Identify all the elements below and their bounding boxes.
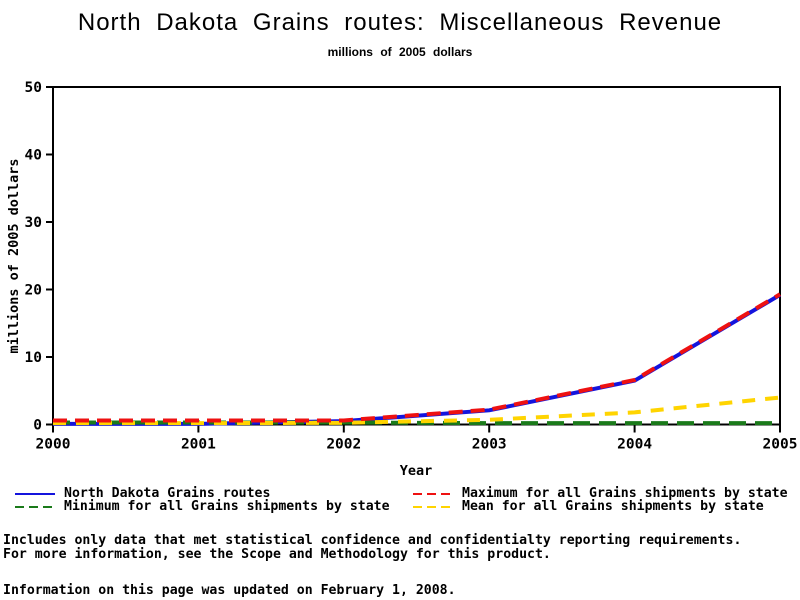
x-axis-label: Year [400, 463, 433, 479]
legend-label: North Dakota Grains routes [64, 486, 271, 501]
legend-label: Minimum for all Grains shipments by stat… [64, 499, 390, 514]
y-tick-label: 40 [25, 148, 42, 164]
footer-note-confidence: Includes only data that met statistical … [3, 533, 742, 548]
legend-item-maximum: Maximum for all Grains shipments by stat… [412, 487, 788, 500]
y-tick-label: 20 [25, 283, 42, 299]
chart-title: North Dakota Grains routes: Miscellaneou… [77, 9, 723, 36]
series-line-3 [53, 420, 780, 426]
series-line-2 [53, 292, 782, 423]
legend-item-nd-routes: North Dakota Grains routes [14, 487, 270, 500]
footer-updated-date: Information on this page was updated on … [3, 583, 456, 598]
legend-line-dashed-icon [413, 493, 453, 495]
y-tick-label: 10 [25, 350, 42, 366]
x-tick-label: 2004 [617, 437, 652, 453]
x-tick-label: 2002 [326, 437, 361, 453]
chart-subtitle: millions of 2005 dollars [327, 45, 473, 59]
x-tick-label: 2003 [472, 437, 507, 453]
x-tick-label: 2001 [181, 437, 216, 453]
y-tick-label: 50 [25, 80, 42, 96]
legend-line-dashed-icon [413, 506, 453, 508]
series-line-4 [53, 395, 781, 426]
legend-label: Maximum for all Grains shipments by stat… [462, 486, 788, 501]
legend-item-minimum: Minimum for all Grains shipments by stat… [14, 500, 390, 513]
legend-line-solid-icon [15, 493, 55, 495]
y-axis-label: millions of 2005 dollars [6, 158, 22, 353]
legend-line-dashed-icon [15, 506, 55, 508]
legend-label: Mean for all Grains shipments by state [462, 499, 764, 514]
footer-note-scope: For more information, see the Scope and … [3, 547, 551, 562]
y-tick-label: 0 [33, 418, 42, 434]
y-tick-label: 30 [25, 215, 42, 231]
plot-box [52, 86, 781, 426]
legend-item-mean: Mean for all Grains shipments by state [412, 500, 764, 513]
x-tick-label: 2005 [763, 437, 798, 453]
plot-area: millions of 2005 dollars Year 0 10 20 30 40 5… [6, 80, 798, 479]
x-tick-label: 2000 [36, 437, 71, 453]
